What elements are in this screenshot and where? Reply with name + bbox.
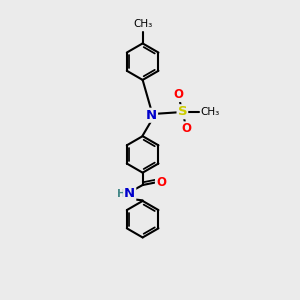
Text: N: N bbox=[146, 109, 157, 122]
Text: O: O bbox=[156, 176, 166, 189]
Text: O: O bbox=[173, 88, 183, 101]
Text: S: S bbox=[178, 105, 187, 118]
Text: H: H bbox=[117, 189, 126, 199]
Text: CH₃: CH₃ bbox=[133, 19, 152, 29]
Text: O: O bbox=[182, 122, 192, 135]
Text: N: N bbox=[124, 188, 135, 200]
Text: CH₃: CH₃ bbox=[201, 107, 220, 117]
